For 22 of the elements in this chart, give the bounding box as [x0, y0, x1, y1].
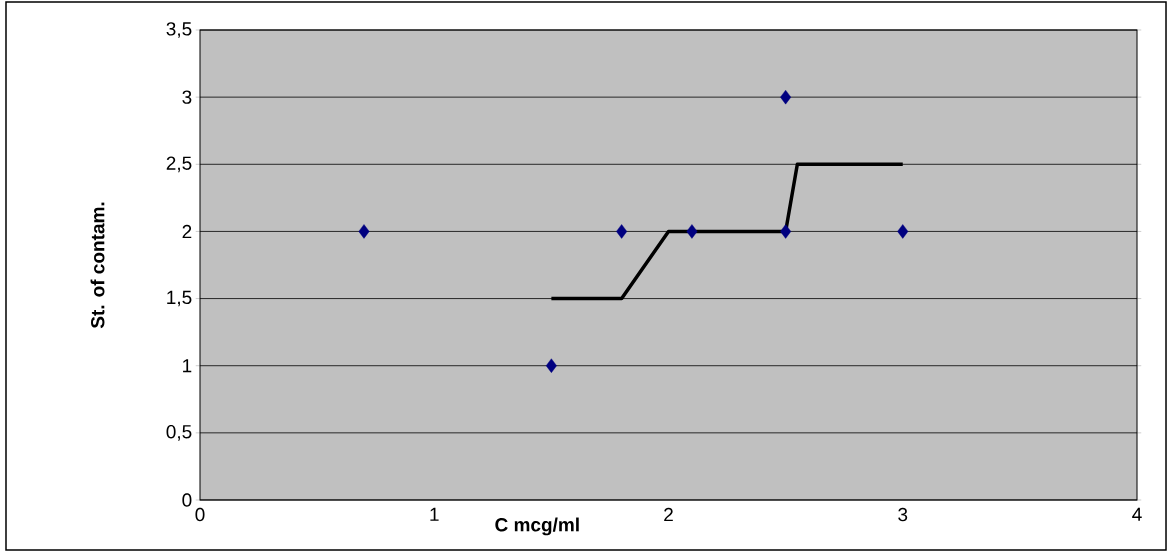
- x-tick-label: 3: [898, 507, 908, 522]
- x-tick-label: 2: [664, 507, 673, 522]
- point: [686, 224, 698, 239]
- y-tick-label: 0: [182, 493, 192, 507]
- y-tick-label: 0,5: [166, 425, 192, 441]
- y-tick-label: 1,5: [167, 290, 192, 307]
- point: [545, 358, 557, 373]
- point: [780, 89, 792, 105]
- y-tick-label: 2,5: [166, 156, 192, 173]
- x-tick-label: 4: [1132, 507, 1142, 521]
- x-axis-title: C mcg/ml: [495, 517, 579, 536]
- y-tick-label: 1: [183, 359, 192, 373]
- y-tick-label: 3,5: [166, 22, 192, 38]
- x-tick-label: 1: [430, 507, 439, 521]
- y-tick-label: 3: [182, 90, 192, 104]
- point: [897, 224, 909, 239]
- x-tick-label: 0: [195, 507, 205, 522]
- y-axis-title: St. of contam.: [90, 202, 105, 329]
- y-tick-label: 2: [182, 224, 192, 239]
- point: [780, 224, 792, 239]
- point: [616, 224, 628, 239]
- point: [358, 224, 370, 239]
